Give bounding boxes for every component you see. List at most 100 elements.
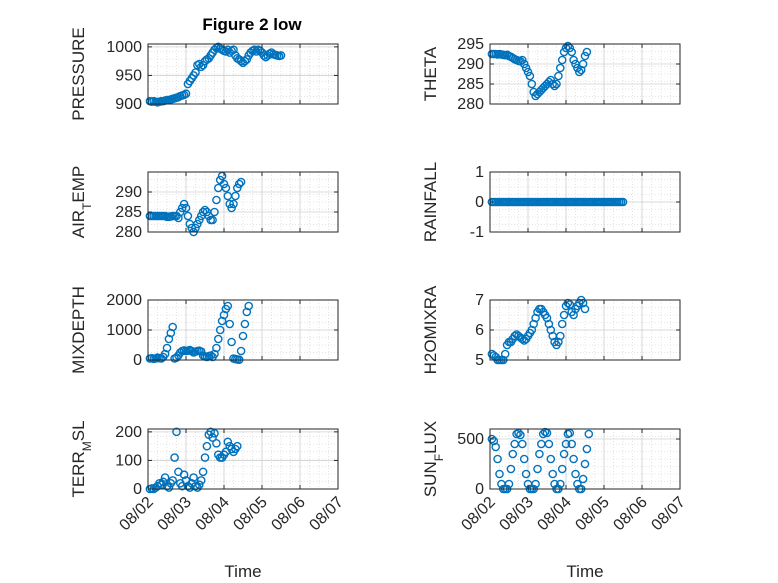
data-point xyxy=(556,63,565,73)
subplot-mixdepth: 0 1000 2000 MIXDEPTH xyxy=(69,286,339,374)
data-point xyxy=(487,434,497,444)
data-point xyxy=(582,47,592,57)
data-point xyxy=(546,75,556,85)
data-point xyxy=(234,179,244,189)
y-tick-label: 285 xyxy=(457,76,484,93)
data-point xyxy=(544,439,554,449)
data-point xyxy=(194,480,204,490)
data-point xyxy=(550,81,559,91)
data-point xyxy=(210,428,219,438)
data-point xyxy=(196,476,206,485)
data-point xyxy=(576,65,586,75)
data-point xyxy=(219,179,229,189)
data-point xyxy=(506,464,516,474)
data-point xyxy=(202,441,212,451)
data-point xyxy=(250,45,259,55)
data-point xyxy=(523,67,533,77)
data-point xyxy=(561,439,571,449)
y-axis-label: THETA xyxy=(421,46,440,101)
data-point xyxy=(500,349,510,359)
y-axis-label: SUNFLUX xyxy=(421,421,446,497)
data-point xyxy=(212,438,221,448)
data-point xyxy=(166,328,176,338)
y-tick-label: -1 xyxy=(470,224,484,241)
data-point xyxy=(232,441,242,451)
data-point xyxy=(548,79,558,89)
data-point xyxy=(569,454,578,464)
data-point xyxy=(164,483,174,492)
axes-box xyxy=(489,43,681,105)
data-point xyxy=(219,310,229,320)
data-point xyxy=(557,464,567,474)
data-point xyxy=(538,429,548,439)
data-point xyxy=(584,429,594,439)
data-point xyxy=(208,433,217,442)
y-axis-label-main: MIXDEPTH xyxy=(69,286,88,374)
data-point xyxy=(164,334,174,344)
data-point xyxy=(213,334,223,344)
data-point xyxy=(160,473,170,482)
data-point xyxy=(229,45,238,55)
data-point xyxy=(580,304,590,314)
y-axis-label-main: PRESSURE xyxy=(69,27,88,121)
data-point xyxy=(168,322,177,332)
data-point xyxy=(174,213,183,223)
data-point xyxy=(238,331,248,341)
data-point xyxy=(198,467,208,477)
data-point xyxy=(527,79,537,89)
data-point xyxy=(210,207,219,217)
y-tick-label: 0 xyxy=(133,481,142,498)
data-point xyxy=(559,310,569,320)
data-point xyxy=(206,427,215,437)
data-point xyxy=(172,427,181,437)
data-point xyxy=(225,199,234,209)
data-point xyxy=(231,191,240,201)
data-point xyxy=(191,481,200,491)
data-point xyxy=(578,59,588,69)
data-point xyxy=(217,316,227,326)
data-point xyxy=(527,325,537,335)
y-axis-label: TERRMSL xyxy=(69,420,94,497)
data-point xyxy=(208,215,217,225)
y-axis-label-subscript: F xyxy=(432,454,446,461)
data-point xyxy=(215,325,225,335)
data-point xyxy=(544,319,554,329)
data-point xyxy=(196,62,206,72)
data-point xyxy=(198,60,208,70)
subplot-rainfall: -1 0 1 RAINFALL xyxy=(421,162,681,242)
data-point xyxy=(554,337,563,347)
data-point xyxy=(548,469,558,479)
x-axis-label: Time xyxy=(566,562,603,581)
y-tick-label: 290 xyxy=(457,56,484,73)
data-point xyxy=(557,319,567,329)
data-point xyxy=(212,195,221,205)
data-point xyxy=(183,211,193,221)
data-point xyxy=(556,331,565,341)
y-axis-label: MIXDEPTH xyxy=(69,286,88,374)
data-point xyxy=(189,473,198,482)
figure-title: Figure 2 low xyxy=(202,15,302,34)
y-axis-label: AIRTEMP xyxy=(69,166,94,239)
data-point xyxy=(569,310,578,320)
data-point xyxy=(578,474,588,484)
y-tick-label: 1 xyxy=(475,164,484,181)
data-point xyxy=(200,205,210,215)
data-point xyxy=(580,459,590,469)
data-point xyxy=(177,203,187,213)
y-tick-label: 100 xyxy=(115,452,142,469)
data-point xyxy=(531,479,540,489)
data-point xyxy=(221,47,231,56)
data-point xyxy=(236,346,246,356)
data-point xyxy=(535,449,544,459)
data-point xyxy=(259,51,269,60)
y-axis-label-suffix: EMP xyxy=(69,166,88,203)
y-axis-label: RAINFALL xyxy=(421,162,440,242)
data-point xyxy=(575,67,584,77)
data-point xyxy=(227,203,236,213)
y-tick-label: 0 xyxy=(475,194,484,211)
data-point xyxy=(529,319,539,329)
y-tick-label: 5 xyxy=(475,352,484,369)
data-point xyxy=(521,63,531,73)
data-point xyxy=(525,71,535,81)
